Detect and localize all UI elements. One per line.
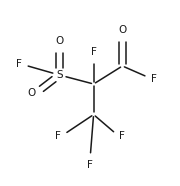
Text: F: F bbox=[151, 74, 157, 84]
Text: O: O bbox=[28, 88, 36, 98]
Text: O: O bbox=[55, 36, 64, 46]
Text: F: F bbox=[91, 47, 96, 57]
Text: S: S bbox=[56, 70, 63, 80]
Text: F: F bbox=[16, 59, 22, 69]
Text: F: F bbox=[55, 131, 61, 141]
Text: O: O bbox=[118, 25, 127, 35]
Text: F: F bbox=[119, 131, 125, 141]
Text: F: F bbox=[87, 160, 93, 170]
